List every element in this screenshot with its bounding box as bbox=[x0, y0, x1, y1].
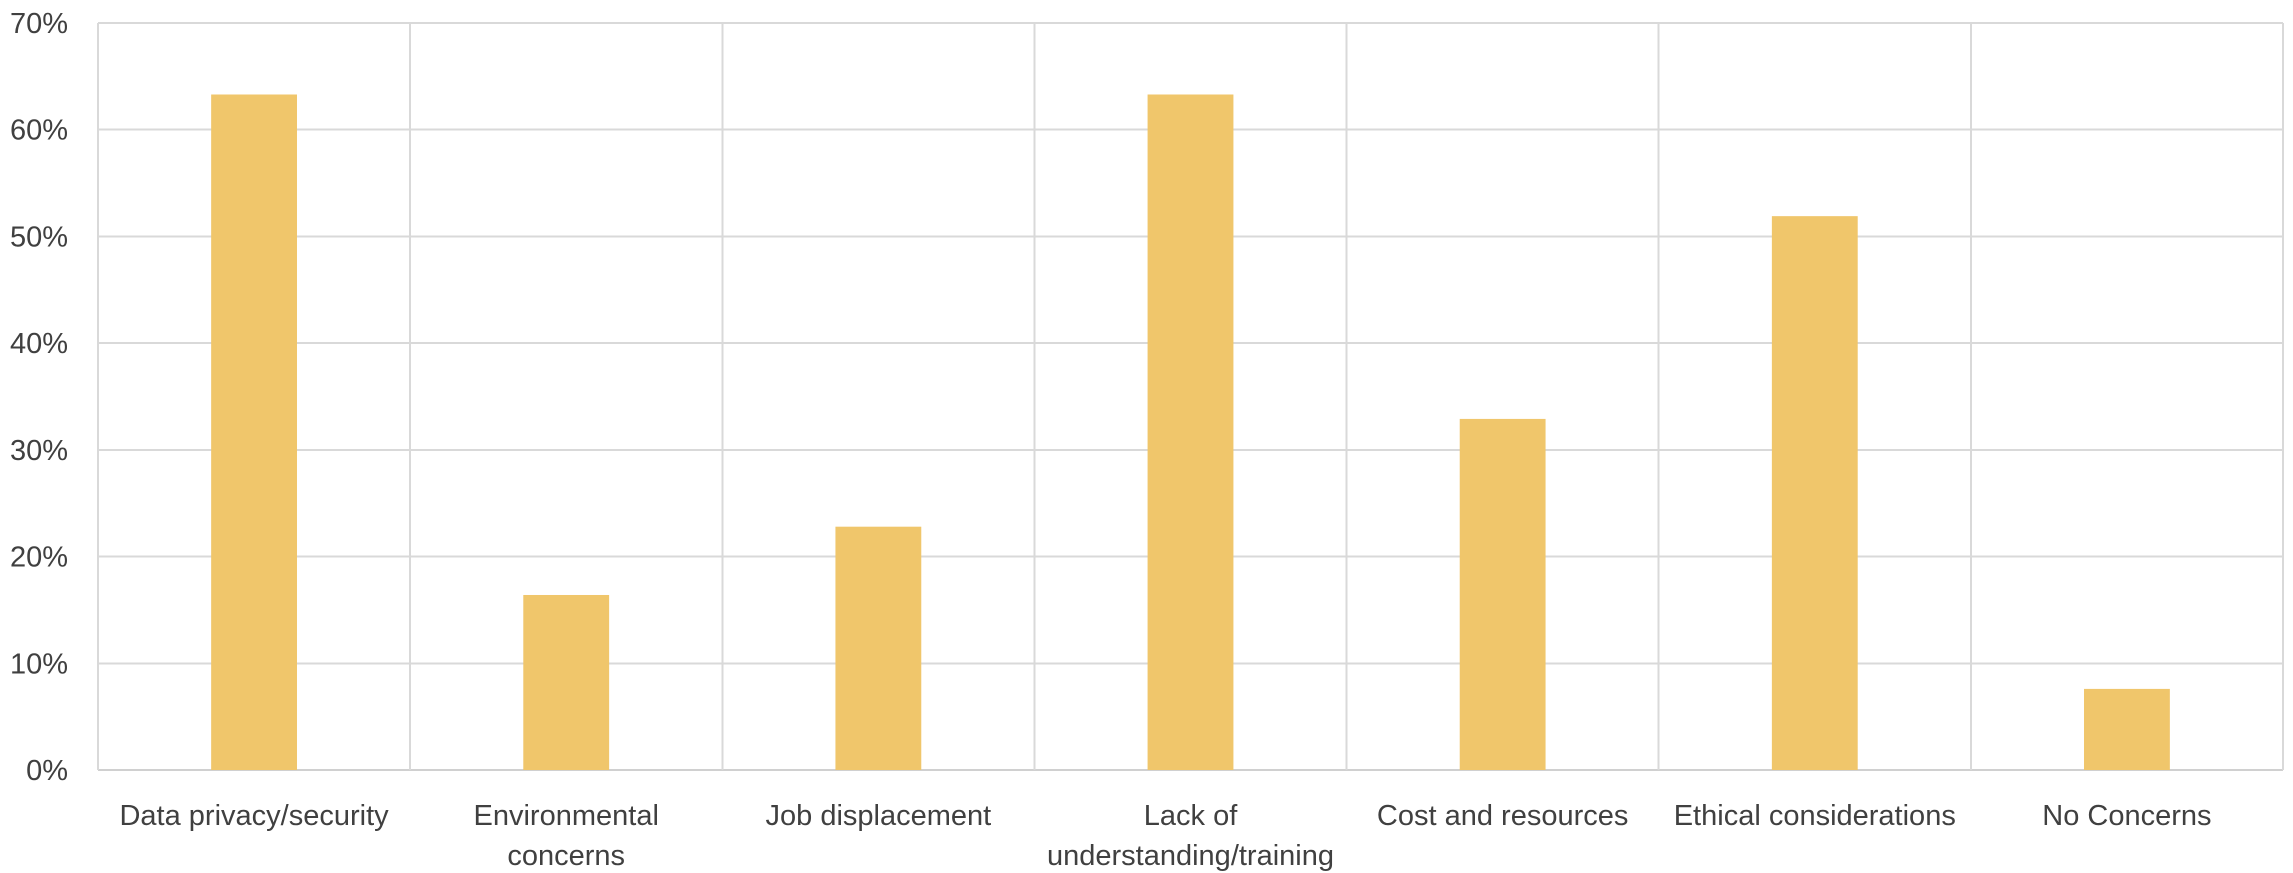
x-tick-label: Environmental concerns bbox=[474, 800, 659, 872]
x-tick-label: Lack of understanding/training bbox=[1047, 800, 1334, 872]
y-tick-label: 20% bbox=[10, 542, 68, 574]
x-tick-label-line: Cost and resources bbox=[1377, 800, 1628, 832]
y-tick-label: 60% bbox=[10, 115, 68, 147]
y-tick-label: 10% bbox=[10, 648, 68, 680]
bar-2 bbox=[835, 526, 922, 770]
bar-0 bbox=[211, 94, 297, 770]
x-tick-label-line: No Concerns bbox=[2042, 800, 2211, 832]
x-tick-label-line: Job displacement bbox=[766, 800, 992, 832]
y-tick-label: 50% bbox=[10, 221, 68, 253]
x-tick-label-line: concerns bbox=[507, 840, 625, 872]
y-tick-label: 70% bbox=[10, 8, 68, 40]
bar-5 bbox=[1771, 216, 1858, 771]
x-tick-label: Ethical considerations bbox=[1674, 800, 1956, 832]
bar-6 bbox=[2084, 688, 2170, 770]
x-tick-label: No Concerns bbox=[2042, 800, 2211, 832]
x-tick-label-line: Ethical considerations bbox=[1674, 800, 1956, 832]
y-tick-label: 40% bbox=[10, 328, 68, 360]
bar-4 bbox=[1459, 418, 1546, 770]
y-tick-label: 30% bbox=[10, 435, 68, 467]
x-tick-label: Data privacy/security bbox=[119, 800, 389, 832]
x-tick-label: Cost and resources bbox=[1377, 800, 1628, 832]
x-tick-label-line: Data privacy/security bbox=[119, 800, 389, 832]
bar-layer bbox=[211, 94, 2170, 771]
bar-1 bbox=[523, 594, 610, 770]
x-tick-label-line: understanding/training bbox=[1047, 840, 1334, 872]
y-tick-label: 0% bbox=[26, 755, 68, 787]
x-tick-label: Job displacement bbox=[766, 800, 992, 832]
x-tick-label-line: Environmental bbox=[474, 800, 659, 832]
bar-3 bbox=[1147, 94, 1234, 770]
x-axis-labels: Data privacy/security Environmental concer… bbox=[119, 800, 2211, 872]
y-axis-ticks: 0% 10% 20% 30% 40% 50% 60% 70% bbox=[10, 8, 68, 787]
x-tick-label-line: Lack of bbox=[1144, 800, 1238, 832]
